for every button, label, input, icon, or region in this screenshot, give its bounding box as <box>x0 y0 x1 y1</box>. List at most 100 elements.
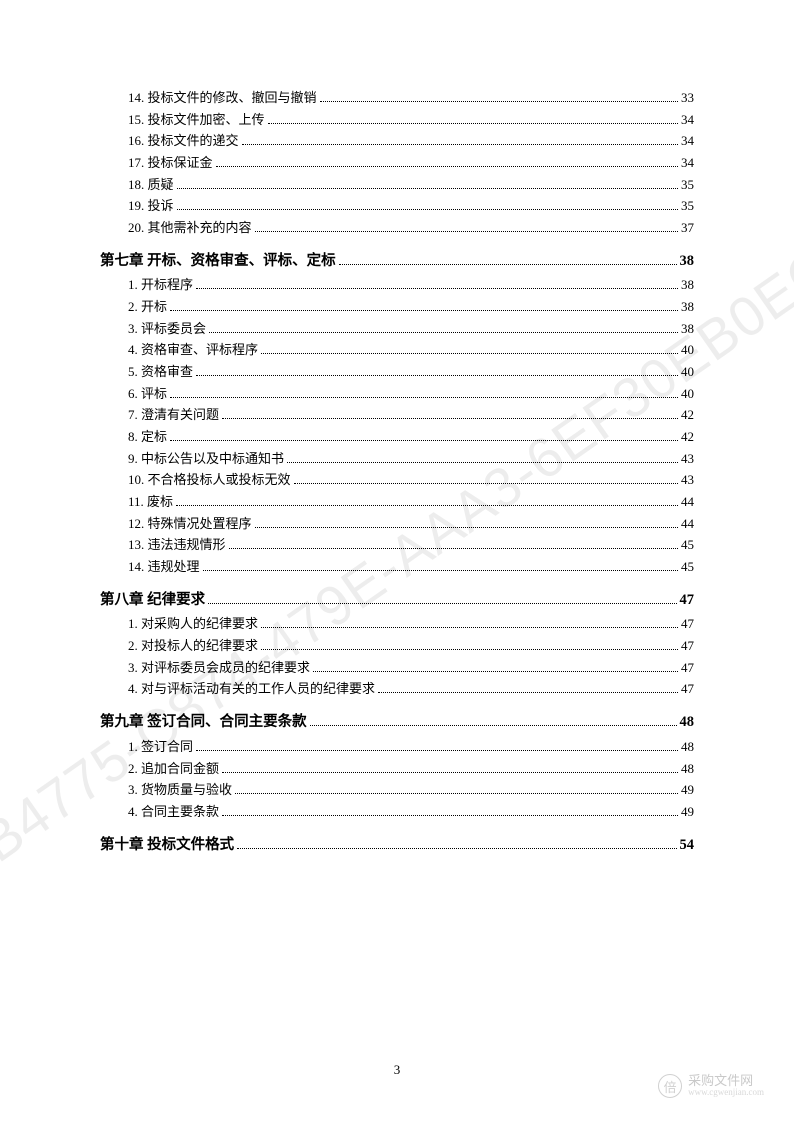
toc-entry-page: 54 <box>680 834 695 856</box>
toc-entry-label: 2. 追加合同金额 <box>128 759 219 779</box>
toc-leader-dots <box>176 505 678 506</box>
toc-entry-row: 15. 投标文件加密、上传 34 <box>100 110 694 130</box>
toc-entry-label: 8. 定标 <box>128 427 167 447</box>
toc-entry-page: 44 <box>681 492 694 512</box>
toc-entry-row: 2. 追加合同金额 48 <box>100 759 694 779</box>
toc-entry-page: 43 <box>681 470 694 490</box>
toc-chapter-row: 第七章 开标、资格审查、评标、定标38 <box>100 250 694 272</box>
toc-entry-row: 5. 资格审查 40 <box>100 362 694 382</box>
toc-leader-dots <box>378 692 678 693</box>
toc-entry-label: 3. 对评标委员会成员的纪律要求 <box>128 658 310 678</box>
toc-entry-page: 48 <box>681 737 694 757</box>
toc-entry-label: 15. 投标文件加密、上传 <box>128 110 265 130</box>
toc-leader-dots <box>170 440 678 441</box>
toc-leader-dots <box>196 375 678 376</box>
toc-entry-page: 45 <box>681 557 694 577</box>
toc-chapter-row: 第九章 签订合同、合同主要条款48 <box>100 711 694 733</box>
toc-entry-label: 1. 签订合同 <box>128 737 193 757</box>
toc-leader-dots <box>313 671 678 672</box>
toc-entry-label: 12. 特殊情况处置程序 <box>128 514 252 534</box>
toc-leader-dots <box>229 548 678 549</box>
toc-leader-dots <box>255 527 678 528</box>
toc-leader-dots <box>235 793 678 794</box>
toc-entry-row: 1. 签订合同 48 <box>100 737 694 757</box>
toc-entry-row: 10. 不合格投标人或投标无效43 <box>100 470 694 490</box>
toc-leader-dots <box>196 288 678 289</box>
toc-entry-page: 40 <box>681 384 694 404</box>
toc-entry-page: 34 <box>681 153 694 173</box>
toc-entry-row: 4. 对与评标活动有关的工作人员的纪律要求 47 <box>100 679 694 699</box>
toc-entry-row: 17. 投标保证金 34 <box>100 153 694 173</box>
toc-entry-row: 9. 中标公告以及中标通知书43 <box>100 449 694 469</box>
table-of-contents: 14. 投标文件的修改、撤回与撤销3315. 投标文件加密、上传3416. 投标… <box>100 88 694 856</box>
toc-entry-row: 3. 评标委员会38 <box>100 319 694 339</box>
toc-entry-row: 16. 投标文件的递交34 <box>100 131 694 151</box>
toc-leader-dots <box>237 848 676 849</box>
toc-leader-dots <box>196 750 678 751</box>
toc-entry-label: 14. 投标文件的修改、撤回与撤销 <box>128 88 317 108</box>
toc-entry-page: 42 <box>681 405 694 425</box>
toc-entry-row: 18. 质疑35 <box>100 175 694 195</box>
toc-entry-label: 4. 资格审查、评标程序 <box>128 340 258 360</box>
toc-leader-dots <box>268 123 678 124</box>
toc-entry-page: 45 <box>681 535 694 555</box>
toc-entry-label: 9. 中标公告以及中标通知书 <box>128 449 284 469</box>
toc-entry-label: 第七章 开标、资格审查、评标、定标 <box>100 250 336 272</box>
toc-entry-page: 37 <box>681 218 694 238</box>
toc-entry-page: 35 <box>681 196 694 216</box>
page-content: 14. 投标文件的修改、撤回与撤销3315. 投标文件加密、上传3416. 投标… <box>0 0 794 899</box>
toc-leader-dots <box>310 725 677 726</box>
toc-leader-dots <box>222 772 678 773</box>
toc-entry-row: 4. 资格审查、评标程序40 <box>100 340 694 360</box>
footer-logo-icon: 倍 <box>658 1074 682 1098</box>
toc-entry-row: 20. 其他需补充的内容37 <box>100 218 694 238</box>
toc-entry-label: 18. 质疑 <box>128 175 174 195</box>
toc-entry-label: 1. 开标程序 <box>128 275 193 295</box>
toc-chapter-row: 第十章 投标文件格式 54 <box>100 834 694 856</box>
toc-leader-dots <box>339 264 677 265</box>
toc-leader-dots <box>222 815 678 816</box>
toc-entry-row: 4. 合同主要条款49 <box>100 802 694 822</box>
toc-entry-row: 14. 违规处理45 <box>100 557 694 577</box>
toc-entry-label: 1. 对采购人的纪律要求 <box>128 614 258 634</box>
toc-entry-label: 6. 评标 <box>128 384 167 404</box>
toc-entry-label: 3. 评标委员会 <box>128 319 206 339</box>
toc-entry-label: 7. 澄清有关问题 <box>128 405 219 425</box>
toc-entry-page: 38 <box>681 275 694 295</box>
toc-entry-page: 34 <box>681 110 694 130</box>
toc-entry-label: 3. 货物质量与验收 <box>128 780 232 800</box>
toc-entry-label: 17. 投标保证金 <box>128 153 213 173</box>
toc-entry-label: 5. 资格审查 <box>128 362 193 382</box>
toc-entry-row: 19. 投诉35 <box>100 196 694 216</box>
toc-entry-label: 第八章 纪律要求 <box>100 589 205 611</box>
toc-entry-page: 47 <box>680 589 695 611</box>
toc-entry-row: 8. 定标42 <box>100 427 694 447</box>
toc-leader-dots <box>209 332 678 333</box>
toc-entry-label: 2. 开标 <box>128 297 167 317</box>
toc-entry-row: 7. 澄清有关问题 42 <box>100 405 694 425</box>
toc-entry-page: 47 <box>681 614 694 634</box>
toc-entry-label: 第十章 投标文件格式 <box>100 834 234 856</box>
toc-leader-dots <box>261 627 678 628</box>
toc-leader-dots <box>320 101 678 102</box>
toc-entry-page: 48 <box>680 711 695 733</box>
toc-entry-row: 6. 评标 40 <box>100 384 694 404</box>
toc-leader-dots <box>177 209 678 210</box>
toc-entry-page: 47 <box>681 679 694 699</box>
footer-logo: 倍 采购文件网 www.cgwenjian.com <box>658 1074 764 1098</box>
toc-entry-page: 40 <box>681 362 694 382</box>
footer-logo-text: 采购文件网 www.cgwenjian.com <box>688 1074 764 1097</box>
toc-entry-page: 38 <box>681 297 694 317</box>
toc-leader-dots <box>255 231 678 232</box>
toc-entry-row: 13. 违法违规情形45 <box>100 535 694 555</box>
toc-entry-page: 48 <box>681 759 694 779</box>
toc-entry-label: 2. 对投标人的纪律要求 <box>128 636 258 656</box>
toc-entry-row: 2. 对投标人的纪律要求47 <box>100 636 694 656</box>
toc-entry-row: 11. 废标44 <box>100 492 694 512</box>
toc-entry-row: 3. 对评标委员会成员的纪律要求 47 <box>100 658 694 678</box>
toc-leader-dots <box>294 483 678 484</box>
toc-leader-dots <box>170 310 678 311</box>
toc-entry-page: 47 <box>681 658 694 678</box>
footer-url: www.cgwenjian.com <box>688 1088 764 1097</box>
toc-entry-label: 4. 对与评标活动有关的工作人员的纪律要求 <box>128 679 375 699</box>
